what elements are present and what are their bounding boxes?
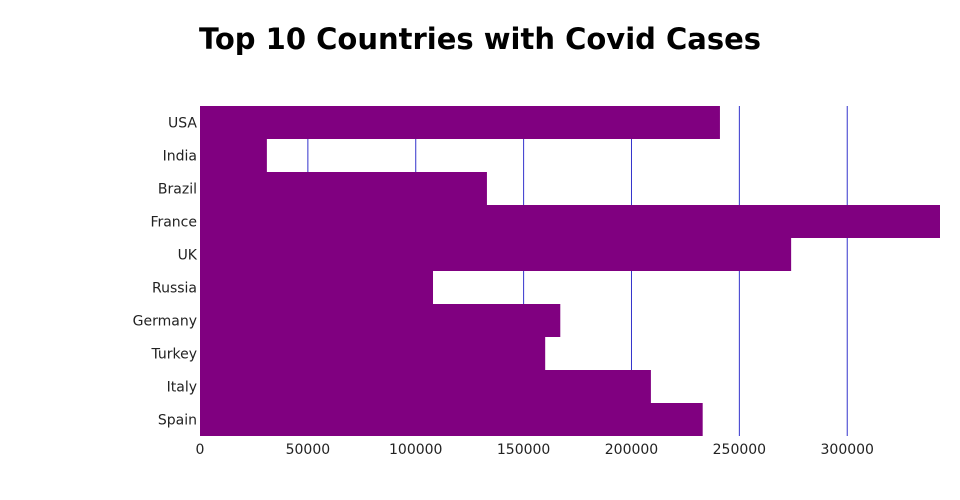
bar-russia xyxy=(200,271,434,304)
bar-italy xyxy=(200,370,651,403)
bar-turkey xyxy=(200,337,546,370)
x-tick-label-6: 300000 xyxy=(821,442,874,458)
bar-spain xyxy=(200,403,703,436)
x-tick-label-3: 150000 xyxy=(497,442,550,458)
bar-germany xyxy=(200,304,561,337)
category-label-turkey: Turkey xyxy=(150,347,197,363)
category-label-germany: Germany xyxy=(133,314,197,330)
category-label-brazil: Brazil xyxy=(158,182,197,198)
bar-france xyxy=(200,205,940,238)
category-label-uk: UK xyxy=(178,248,198,264)
x-tick-label-2: 100000 xyxy=(389,442,442,458)
x-tick-label-1: 50000 xyxy=(286,442,331,458)
x-tick-label-0: 0 xyxy=(196,442,205,458)
bar-uk xyxy=(200,238,792,271)
chart-title: Top 10 Countries with Covid Cases xyxy=(198,22,762,56)
bar-india xyxy=(200,139,267,172)
bar-usa xyxy=(200,106,720,139)
category-label-usa: USA xyxy=(168,116,197,132)
category-label-russia: Russia xyxy=(152,281,197,297)
bar-brazil xyxy=(200,172,487,205)
x-tick-label-4: 200000 xyxy=(605,442,658,458)
x-tick-label-5: 250000 xyxy=(713,442,766,458)
category-label-spain: Spain xyxy=(158,413,197,429)
category-label-france: France xyxy=(150,215,197,231)
category-label-india: India xyxy=(163,149,197,165)
category-label-italy: Italy xyxy=(167,380,197,396)
